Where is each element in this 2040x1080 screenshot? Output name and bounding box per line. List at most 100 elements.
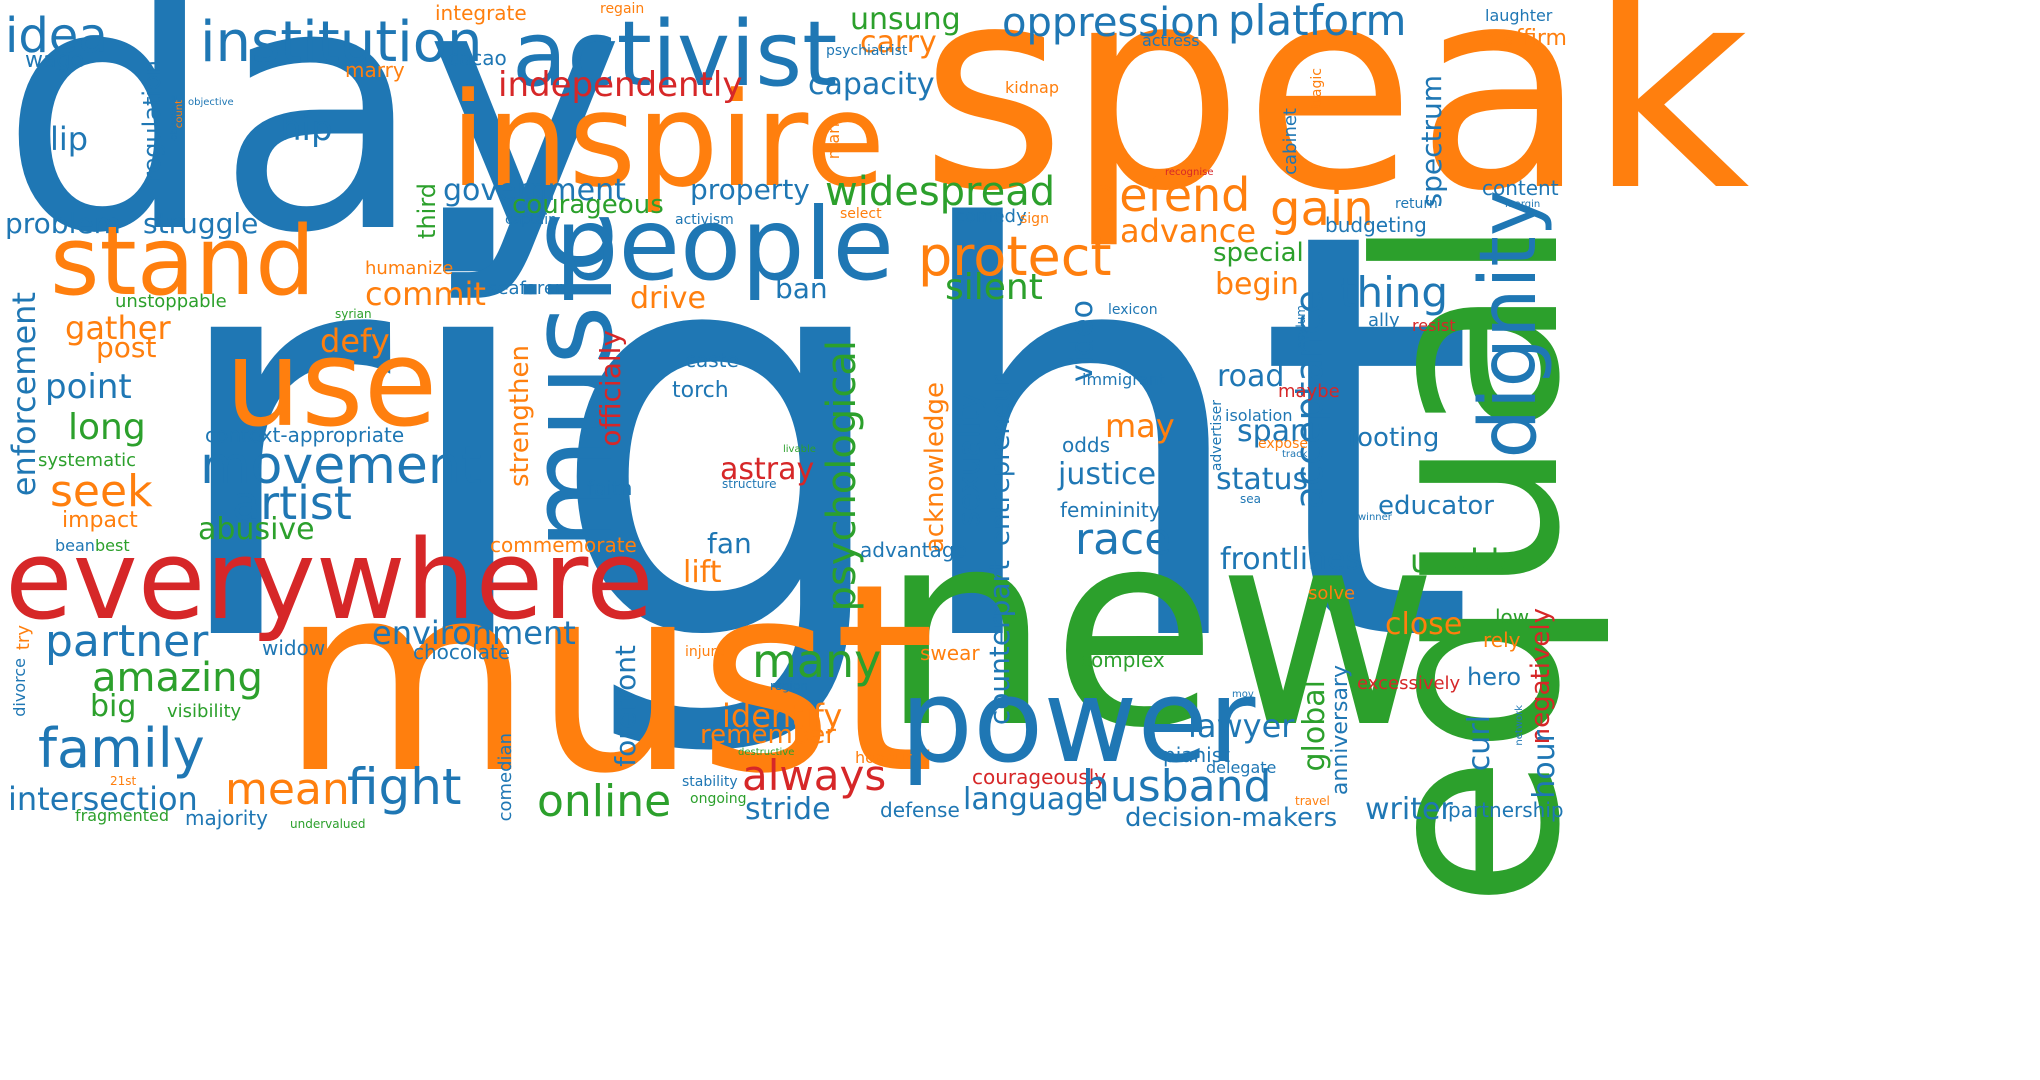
word-gain: gain [1270, 181, 1374, 237]
word-idea: idea [5, 8, 108, 64]
word-defense: defense [880, 798, 960, 822]
word-environment: environment [372, 614, 576, 652]
word-government: government [443, 173, 626, 208]
word-global: global [1297, 680, 1332, 772]
word-best: best [95, 536, 130, 555]
word-travel: travel [1295, 794, 1330, 808]
word-stability: stability [682, 774, 738, 790]
word-activist: activist [512, 2, 838, 107]
word-writer: writer [1365, 792, 1453, 827]
word-hero: hero [1467, 663, 1521, 691]
word-injure: injure [685, 644, 725, 660]
word-institution: institution [200, 10, 483, 75]
word-dignity: dignity [1464, 190, 1554, 459]
word-family: family [38, 717, 205, 780]
word-big: big [90, 689, 137, 724]
word-lift: lift [683, 555, 722, 590]
word-acknowledge: acknowledge [920, 382, 950, 554]
word-struggle: struggle [143, 207, 259, 240]
word-margin: margin [1505, 199, 1541, 210]
word-winner: winner [1358, 512, 1392, 523]
word-fan: fan [707, 527, 752, 560]
word-return: return [1395, 196, 1438, 212]
word-post: post [96, 331, 157, 364]
word-odds: odds [1062, 433, 1111, 457]
word-property: property [690, 173, 810, 206]
word-thing: thing [1340, 268, 1449, 317]
word-enforcement: enforcement [5, 292, 43, 497]
word-expose: expose [1258, 436, 1309, 452]
word-negatively: negatively [1526, 608, 1556, 745]
word-sign: sign [1020, 211, 1049, 227]
word-courageous: courageous [512, 190, 664, 220]
word-syrian: syrian [335, 307, 372, 321]
word-regulation: regulation [138, 60, 166, 182]
word-majority: majority [185, 806, 268, 830]
word-ally: ally [1368, 310, 1400, 331]
word-seek: seek [50, 466, 153, 517]
word-commit: commit [365, 275, 486, 313]
word-unstoppable: unstoppable [115, 291, 227, 312]
word-spectrum: spectrum [1415, 75, 1448, 208]
word-officially: officially [594, 330, 627, 447]
word-always: always [742, 751, 887, 800]
word-recognise: recognise [1165, 167, 1214, 178]
word-wage: wage [25, 48, 84, 73]
word-decision-makers: decision-makers [1125, 803, 1338, 833]
word-lawyer: lawyer [1188, 707, 1295, 745]
word-counterpart: counterpart [983, 560, 1016, 726]
word-artist: artist [232, 476, 352, 530]
word-psychiatrist: psychiatrist [826, 43, 908, 59]
word-destructive: destructive [738, 747, 795, 758]
word-kidnap: kidnap [1005, 78, 1059, 97]
word-integrate: integrate [435, 1, 527, 25]
word-amazing: amazing [92, 655, 263, 701]
word-drive: drive [630, 281, 706, 316]
word-rely: rely [1483, 628, 1521, 652]
word-begin: begin [1215, 267, 1299, 302]
word-reaffirm: reaffirm [1480, 26, 1567, 51]
word-remember: remember [700, 720, 836, 750]
word-solve: solve [1308, 583, 1356, 604]
word-sea: sea [1240, 492, 1261, 506]
word-partnership: partnership [1448, 798, 1564, 822]
word-cacao: cacao [448, 46, 507, 70]
word-third: third [413, 183, 441, 239]
word-everywhere: everywhere [5, 516, 654, 644]
word-identify: identify [722, 697, 843, 735]
word-cabinet: cabinet [1280, 108, 1301, 175]
word-sexuality: sexuality [952, 392, 987, 527]
word-mean: mean [225, 764, 350, 815]
word-try: try [13, 625, 34, 651]
word-visibility: visibility [167, 701, 242, 722]
word-ban: ban [775, 272, 828, 305]
word-fight: fight [347, 758, 462, 816]
word-protect: protect [918, 225, 1112, 288]
word-seafarer: seafarer [488, 278, 563, 299]
word-excessively: excessively [1357, 673, 1461, 694]
word-livable: livable [783, 444, 816, 455]
word-footing: footing [1348, 423, 1440, 453]
word-advertiser: advertiser [1209, 400, 1225, 472]
word-people: people [555, 186, 894, 303]
word-intersection: intersection [8, 780, 198, 818]
word-independently: independently [498, 65, 743, 105]
word-immigrant: immigrant [1082, 370, 1166, 389]
word-isolation: isolation [1225, 406, 1293, 425]
word-track: track [1282, 449, 1308, 460]
word-unable: unable [1410, 542, 1520, 580]
word-hour: hour [1527, 730, 1562, 799]
word-husband: husband [1082, 761, 1272, 812]
word-structure: structure [722, 477, 777, 491]
word-language: language [963, 782, 1103, 817]
word-gather: gather [65, 309, 171, 347]
word-psychological: psychological [819, 340, 865, 612]
word-power: power [900, 655, 1256, 789]
word-context-appropriate: context-appropriate [205, 423, 405, 447]
word-close: close [1385, 607, 1463, 642]
word-long: long [68, 407, 146, 448]
word-silent: silent [945, 267, 1043, 308]
word-anniversary: anniversary [1328, 665, 1353, 796]
word-platform: platform [1228, 0, 1407, 45]
